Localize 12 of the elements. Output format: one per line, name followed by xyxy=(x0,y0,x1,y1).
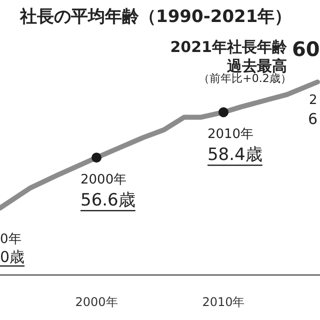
data-label: 58.4歳 xyxy=(207,145,262,166)
text: 2021年社長年齢 xyxy=(170,38,288,56)
text: 0歳 xyxy=(0,248,25,266)
annotation: 2000年 xyxy=(80,172,127,188)
annotation: 2010年 xyxy=(207,127,254,142)
annotation: （前年比+0.2歳） xyxy=(198,72,292,85)
annotation: 6 xyxy=(308,110,318,128)
data-label: 56.6歳 xyxy=(80,190,136,211)
chart-title: 社長の平均年齢（1990-2021年） xyxy=(19,7,292,27)
text: 0年 xyxy=(0,232,22,247)
text: 60 xyxy=(292,37,320,61)
annotation: 2 xyxy=(309,93,318,108)
